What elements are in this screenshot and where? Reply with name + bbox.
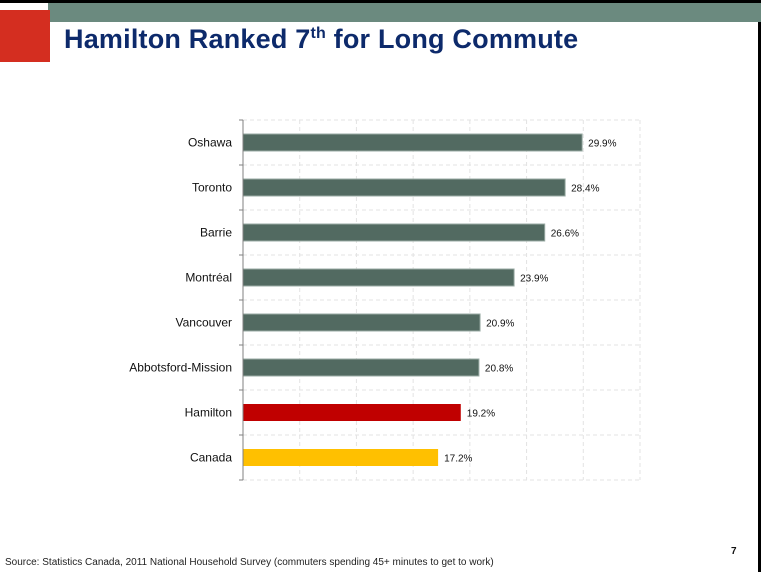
category-label: Canada — [190, 451, 232, 465]
data-label: 23.9% — [520, 274, 548, 285]
bar-barrie — [242, 223, 546, 242]
category-label: Vancouver — [176, 316, 232, 330]
category-label: Abbotsford-Mission — [129, 361, 232, 375]
category-label: Hamilton — [185, 406, 232, 420]
data-label: 20.8% — [485, 364, 513, 375]
header-band — [48, 3, 761, 22]
slide-title: Hamilton Ranked 7th for Long Commute — [64, 24, 578, 55]
bar-vancouver — [242, 313, 481, 332]
category-label: Barrie — [200, 226, 232, 240]
category-label: Montréal — [185, 271, 232, 285]
category-label: Toronto — [192, 181, 232, 195]
accent-block — [0, 10, 50, 62]
title-rest: for Long Commute — [325, 24, 579, 54]
data-label: 26.6% — [551, 229, 579, 240]
bar-canada — [243, 449, 439, 466]
bar-montr-al — [242, 268, 515, 287]
bar-hamilton — [243, 404, 461, 421]
labels: Oshawa 29.9% Toronto 28.4% Barrie 26.6% Montré… — [129, 136, 616, 465]
bar-toronto — [242, 178, 566, 197]
title-superscript: th — [310, 25, 326, 42]
source-note: Source: Statistics Canada, 2011 National… — [5, 557, 494, 568]
data-label: 29.9% — [588, 139, 616, 150]
bars — [242, 133, 583, 466]
grid — [243, 119, 641, 481]
bar-abbotsford-mission — [242, 358, 480, 377]
data-label: 28.4% — [571, 184, 599, 195]
category-label: Oshawa — [188, 136, 232, 150]
bar-oshawa — [242, 133, 583, 152]
title-main: Hamilton Ranked 7 — [64, 24, 311, 54]
data-label: 17.2% — [444, 454, 472, 465]
data-label: 19.2% — [467, 409, 495, 420]
page-number: 7 — [731, 546, 737, 557]
data-label: 20.9% — [486, 319, 514, 330]
category-axis — [239, 119, 244, 481]
